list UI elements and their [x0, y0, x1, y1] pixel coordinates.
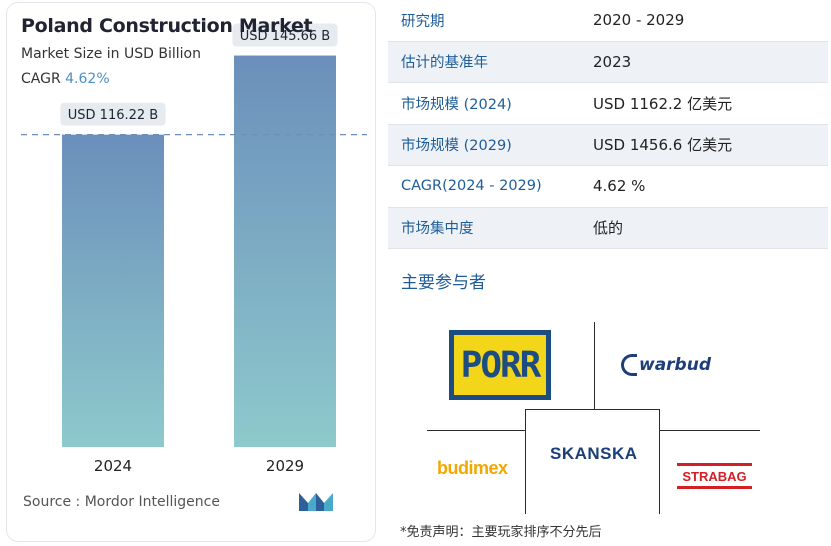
row-key: CAGR(2024 - 2029)	[401, 178, 542, 195]
data-label-bg	[232, 23, 338, 47]
row-value: 4.62 %	[593, 177, 646, 196]
row-key: 估计的基准年	[401, 55, 488, 72]
row-value: 2023	[593, 52, 632, 71]
key-players-logos: PORR warbud budimex SKANSKA STRABAG	[425, 318, 770, 514]
key-players-title: 主要参与者	[401, 273, 486, 293]
chart-title: Poland Construction Market	[21, 15, 313, 37]
strabag-logo[interactable]: STRABAG	[677, 463, 752, 489]
skanska-box	[525, 409, 660, 514]
cagr-value: 4.62%	[65, 71, 110, 87]
source-text: Source : Mordor Intelligence	[23, 494, 220, 510]
row-value: 2020 - 2029	[593, 11, 685, 30]
vertical-divider	[594, 322, 595, 409]
table-row: 市场规模 (2029) USD 1456.6 亿美元	[388, 124, 828, 166]
bar-chart: USD 116.22 B 2024 USD 145.66 B 2029	[21, 23, 367, 475]
porr-logo-text: PORR	[454, 335, 546, 395]
bar-2024	[62, 134, 164, 447]
x-tick-label: 2024	[94, 457, 132, 475]
row-value: 低的	[593, 219, 624, 238]
row-key: 研究期	[401, 13, 445, 30]
mordor-intelligence-logo-icon	[299, 493, 333, 511]
data-label: USD 116.22 B	[68, 108, 158, 123]
cagr-line: CAGR 4.62%	[21, 71, 110, 87]
row-value: USD 1162.2 亿美元	[593, 94, 733, 113]
row-key: 市场集中度	[401, 221, 474, 238]
warbud-mark-icon	[621, 354, 637, 376]
cagr-label: CAGR	[21, 71, 61, 87]
table-row: 市场集中度 低的	[388, 207, 828, 249]
chart-subtitle: Market Size in USD Billion	[21, 46, 201, 62]
warbud-logo-text: warbud	[639, 355, 712, 375]
strabag-logo-text: STRABAG	[682, 468, 747, 484]
disclaimer-text: *免责声明：主要玩家排序不分先后	[400, 525, 602, 540]
data-label-bg	[60, 102, 166, 126]
table-row: CAGR(2024 - 2029) 4.62 %	[388, 166, 828, 208]
porr-logo[interactable]: PORR	[449, 330, 551, 400]
data-label: USD 145.66 B	[240, 29, 330, 44]
x-tick-label: 2029	[266, 457, 304, 475]
row-value: USD 1456.6 亿美元	[593, 136, 733, 155]
warbud-logo[interactable]: warbud	[621, 354, 711, 376]
budimex-logo[interactable]: budimex	[437, 458, 508, 478]
horizontal-divider	[660, 430, 760, 431]
horizontal-divider	[427, 430, 525, 431]
table-row: 估计的基准年 2023	[388, 41, 828, 83]
row-key: 市场规模 (2024)	[401, 96, 512, 113]
chart-card: USD 116.22 B 2024 USD 145.66 B 2029 Poland …	[6, 2, 376, 542]
table-row: 市场规模 (2024) USD 1162.2 亿美元	[388, 83, 828, 125]
bar-2029	[234, 55, 336, 447]
skanska-logo[interactable]: SKANSKA	[550, 444, 638, 463]
table-row: 研究期 2020 - 2029	[388, 0, 828, 42]
market-info-table: 研究期 2020 - 2029 估计的基准年 2023 市场规模 (2024) …	[388, 0, 828, 249]
row-key: 市场规模 (2029)	[401, 138, 512, 155]
